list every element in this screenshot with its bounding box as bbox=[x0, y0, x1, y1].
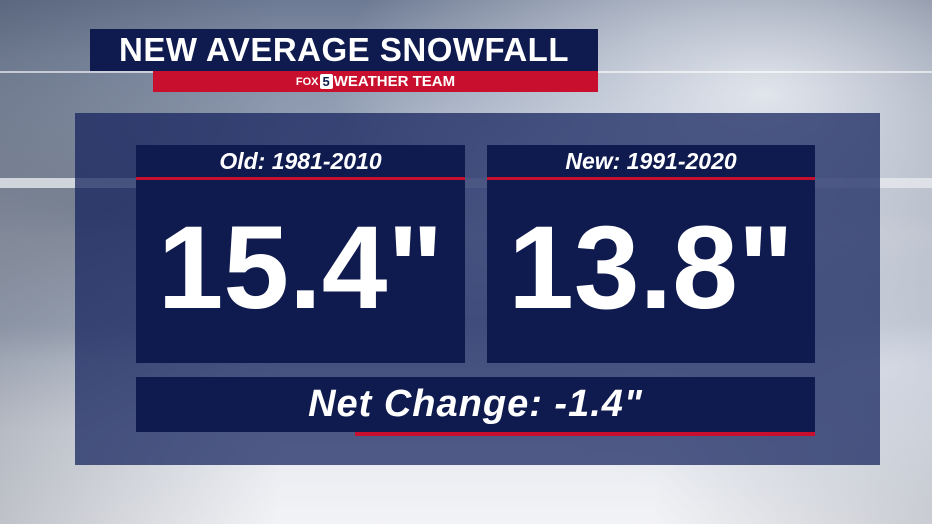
brand-bar: FOX 5 WEATHER TEAM bbox=[153, 71, 598, 92]
brand-channel: 5 bbox=[319, 74, 333, 89]
new-average-box: New: 1991-2020 13.8" bbox=[487, 145, 815, 363]
box-label: New: 1991-2020 bbox=[487, 145, 815, 180]
net-change: Net Change: -1.4" bbox=[136, 377, 815, 432]
net-change-underline bbox=[355, 432, 815, 436]
brand-fox: FOX bbox=[295, 75, 319, 88]
box-value: 13.8" bbox=[508, 202, 794, 334]
box-value: 15.4" bbox=[157, 202, 444, 334]
box-label: Old: 1981-2010 bbox=[136, 145, 465, 180]
brand-team: WEATHER TEAM bbox=[333, 73, 456, 90]
title: NEW AVERAGE SNOWFALL bbox=[90, 29, 598, 71]
old-average-box: Old: 1981-2010 15.4" bbox=[136, 145, 465, 363]
